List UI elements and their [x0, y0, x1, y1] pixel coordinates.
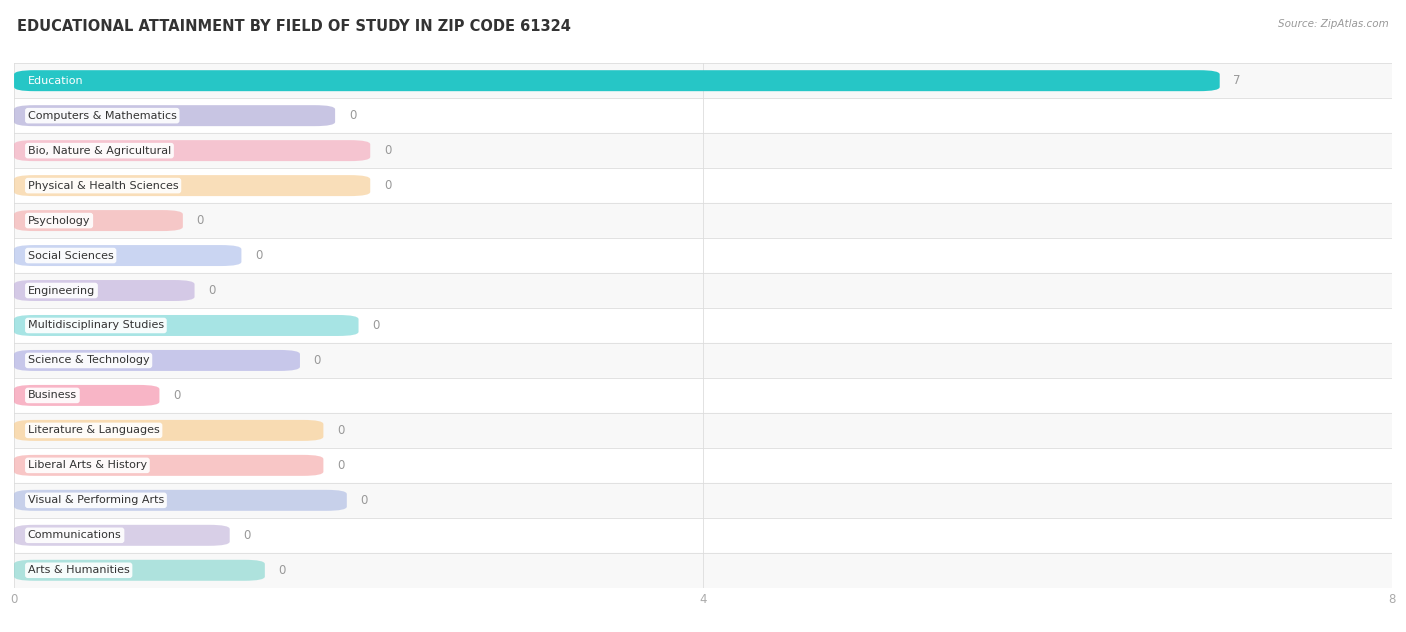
Bar — [14, 203, 1392, 238]
FancyBboxPatch shape — [14, 140, 370, 161]
Text: 0: 0 — [173, 389, 180, 402]
Bar — [14, 518, 1392, 553]
FancyBboxPatch shape — [14, 420, 323, 441]
Text: 0: 0 — [256, 249, 263, 262]
FancyBboxPatch shape — [14, 385, 159, 406]
Text: 0: 0 — [384, 144, 391, 157]
FancyBboxPatch shape — [14, 105, 335, 126]
Text: Engineering: Engineering — [28, 286, 96, 296]
Text: 0: 0 — [384, 179, 391, 192]
FancyBboxPatch shape — [14, 490, 347, 511]
Text: 0: 0 — [314, 354, 321, 367]
Bar — [14, 483, 1392, 518]
Bar — [14, 448, 1392, 483]
Text: Social Sciences: Social Sciences — [28, 250, 114, 260]
Bar — [14, 413, 1392, 448]
Bar — [14, 553, 1392, 588]
Bar — [14, 98, 1392, 133]
FancyBboxPatch shape — [14, 245, 242, 266]
Text: Arts & Humanities: Arts & Humanities — [28, 565, 129, 575]
Text: Computers & Mathematics: Computers & Mathematics — [28, 111, 177, 121]
FancyBboxPatch shape — [14, 350, 299, 371]
Text: Bio, Nature & Agricultural: Bio, Nature & Agricultural — [28, 145, 172, 155]
Text: EDUCATIONAL ATTAINMENT BY FIELD OF STUDY IN ZIP CODE 61324: EDUCATIONAL ATTAINMENT BY FIELD OF STUDY… — [17, 19, 571, 34]
Text: 0: 0 — [243, 529, 250, 542]
FancyBboxPatch shape — [14, 315, 359, 336]
Text: Science & Technology: Science & Technology — [28, 355, 149, 365]
Text: Psychology: Psychology — [28, 216, 90, 226]
Bar — [14, 378, 1392, 413]
Bar — [14, 168, 1392, 203]
Text: Physical & Health Sciences: Physical & Health Sciences — [28, 181, 179, 191]
Bar — [14, 343, 1392, 378]
Text: 7: 7 — [1233, 74, 1241, 87]
Text: Education: Education — [28, 76, 83, 86]
FancyBboxPatch shape — [14, 525, 229, 546]
Text: Liberal Arts & History: Liberal Arts & History — [28, 460, 148, 470]
Text: 0: 0 — [373, 319, 380, 332]
FancyBboxPatch shape — [14, 280, 194, 301]
Bar — [14, 63, 1392, 98]
Text: 0: 0 — [349, 109, 356, 122]
Text: 0: 0 — [337, 459, 344, 472]
FancyBboxPatch shape — [14, 210, 183, 231]
FancyBboxPatch shape — [14, 455, 323, 476]
Bar — [14, 273, 1392, 308]
Text: Multidisciplinary Studies: Multidisciplinary Studies — [28, 320, 165, 331]
Text: 0: 0 — [360, 494, 368, 507]
Bar — [14, 308, 1392, 343]
Text: 0: 0 — [208, 284, 215, 297]
Text: 0: 0 — [278, 564, 285, 577]
FancyBboxPatch shape — [14, 560, 264, 581]
Text: Visual & Performing Arts: Visual & Performing Arts — [28, 495, 165, 506]
Bar — [14, 238, 1392, 273]
Text: Communications: Communications — [28, 530, 121, 540]
Bar — [14, 133, 1392, 168]
Text: Business: Business — [28, 391, 77, 401]
Text: Source: ZipAtlas.com: Source: ZipAtlas.com — [1278, 19, 1389, 29]
Text: Literature & Languages: Literature & Languages — [28, 425, 160, 435]
Text: 0: 0 — [337, 424, 344, 437]
Text: 0: 0 — [197, 214, 204, 227]
FancyBboxPatch shape — [14, 70, 1219, 91]
FancyBboxPatch shape — [14, 175, 370, 196]
